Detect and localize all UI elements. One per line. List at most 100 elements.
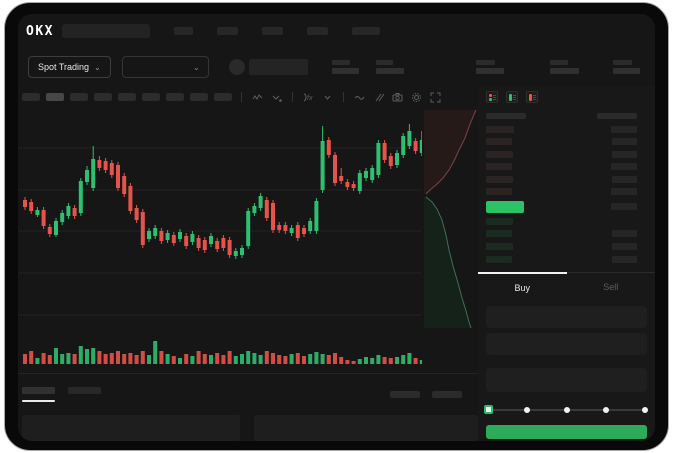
ask-row[interactable] <box>486 135 647 148</box>
chart-toolbar: fx <box>18 86 478 108</box>
search-input[interactable] <box>61 24 150 38</box>
candlestick-chart[interactable] <box>18 108 422 373</box>
last-price-badge <box>486 200 524 213</box>
orderbook-mode-toggles <box>486 86 647 105</box>
orderbook-asks[interactable] <box>486 123 647 199</box>
slider-handle[interactable] <box>484 404 493 414</box>
slider-stop-1[interactable] <box>524 406 531 413</box>
chart-row <box>18 108 478 373</box>
timeframe-button-5[interactable] <box>118 93 136 101</box>
nav-item-2[interactable] <box>216 27 238 35</box>
indicators-fx-icon[interactable]: fx <box>302 91 315 104</box>
ask-row[interactable] <box>486 186 647 199</box>
timeframe-button-3[interactable] <box>70 93 88 101</box>
price-row-value <box>611 203 637 211</box>
slider-stop-3[interactable] <box>602 406 609 413</box>
slider-stop-2[interactable] <box>563 406 570 413</box>
ticker-stats <box>308 60 640 74</box>
camera-icon[interactable] <box>391 91 404 104</box>
buy-submit-button[interactable] <box>486 425 647 439</box>
orders-tab-active[interactable] <box>22 387 55 402</box>
orderbook-last-price-row <box>486 199 647 214</box>
ask-row[interactable] <box>486 161 647 174</box>
timeframe-button-9[interactable] <box>214 93 232 101</box>
market-type-dropdown[interactable]: Spot Trading ⌄ <box>28 56 111 78</box>
orders-table-rows <box>22 415 478 441</box>
book-asks-icon[interactable] <box>526 91 538 104</box>
main-area: fx <box>18 86 655 441</box>
trading-app: OKX Spot Trading ⌄ ⌄ fx <box>18 14 655 441</box>
stat-block-5 <box>612 60 640 74</box>
orders-panel <box>18 373 478 441</box>
amount-percent-slider[interactable] <box>484 404 648 414</box>
svg-text:fx: fx <box>307 95 313 102</box>
fullscreen-icon[interactable] <box>429 91 442 104</box>
slider-stop-4[interactable] <box>642 406 648 413</box>
device-frame: OKX Spot Trading ⌄ ⌄ fx <box>4 2 669 451</box>
orderbook-bids[interactable] <box>486 215 647 265</box>
table-row <box>22 415 240 441</box>
chevron-down-icon: ⌄ <box>94 62 101 72</box>
stat-block-3 <box>475 60 504 74</box>
bid-row[interactable] <box>486 240 647 253</box>
chevron-down-icon: ⌄ <box>193 62 200 72</box>
pair-name-placeholder <box>248 59 308 75</box>
trendline-tool-icon[interactable] <box>353 91 366 104</box>
nav-item-1[interactable] <box>173 27 193 35</box>
orders-action-1[interactable] <box>390 391 420 398</box>
active-tab-underline <box>22 400 55 402</box>
timeframe-button-4[interactable] <box>94 93 112 101</box>
market-type-label: Spot Trading <box>38 62 90 72</box>
bid-row[interactable] <box>486 228 647 241</box>
ask-row[interactable] <box>486 173 647 186</box>
stat-block-2 <box>375 60 404 74</box>
ask-row[interactable] <box>486 123 647 136</box>
nav-item-4[interactable] <box>306 27 328 35</box>
total-input[interactable] <box>486 368 647 392</box>
orderbook-header <box>486 112 647 119</box>
chevron-down-icon[interactable] <box>321 91 334 104</box>
candle-style-icon[interactable] <box>251 91 264 104</box>
depth-chart[interactable] <box>424 108 477 373</box>
ask-row[interactable] <box>486 148 647 161</box>
top-navigation-bar: OKX <box>18 14 655 48</box>
book-bids-icon[interactable] <box>506 91 518 104</box>
measure-tool-icon[interactable] <box>372 91 385 104</box>
pair-dropdown[interactable]: ⌄ <box>121 56 209 78</box>
amount-input[interactable] <box>486 332 647 356</box>
price-column-header <box>486 112 526 119</box>
bid-row[interactable] <box>486 215 647 228</box>
stat-block-4 <box>549 60 579 74</box>
timeframe-button-6[interactable] <box>142 93 160 101</box>
timeframe-button-1[interactable] <box>22 93 40 101</box>
amount-column-header <box>597 112 637 119</box>
coin-avatar <box>228 59 245 75</box>
timeframe-button-2[interactable] <box>46 93 64 101</box>
toolbar-divider <box>343 92 344 102</box>
table-row <box>254 415 478 441</box>
orders-panel-actions <box>390 391 478 398</box>
book-both-icon[interactable] <box>486 91 498 104</box>
orders-tab-2[interactable] <box>68 387 101 394</box>
chart-column: fx <box>18 86 478 441</box>
toolbar-divider <box>292 92 293 102</box>
nav-item-5[interactable] <box>351 27 380 35</box>
buy-sell-tabs: Buy Sell <box>478 271 655 300</box>
chart-type-icon[interactable] <box>270 91 283 104</box>
trade-panel: Buy Sell <box>478 86 655 439</box>
orders-tabs <box>22 387 478 402</box>
orders-action-2[interactable] <box>432 391 462 398</box>
timeframe-button-7[interactable] <box>166 93 184 101</box>
settings-gear-icon[interactable] <box>410 91 423 104</box>
timeframe-button-8[interactable] <box>190 93 208 101</box>
stat-block-1 <box>331 60 359 74</box>
ticker-row: Spot Trading ⌄ ⌄ <box>18 48 655 86</box>
toolbar-divider <box>241 92 242 102</box>
tab-buy[interactable]: Buy <box>478 271 567 300</box>
okx-logo: OKX <box>26 23 54 39</box>
tab-sell[interactable]: Sell <box>603 282 619 293</box>
nav-items <box>150 27 380 35</box>
price-input[interactable] <box>486 305 647 328</box>
bid-row[interactable] <box>486 253 647 266</box>
nav-item-3[interactable] <box>261 27 283 35</box>
